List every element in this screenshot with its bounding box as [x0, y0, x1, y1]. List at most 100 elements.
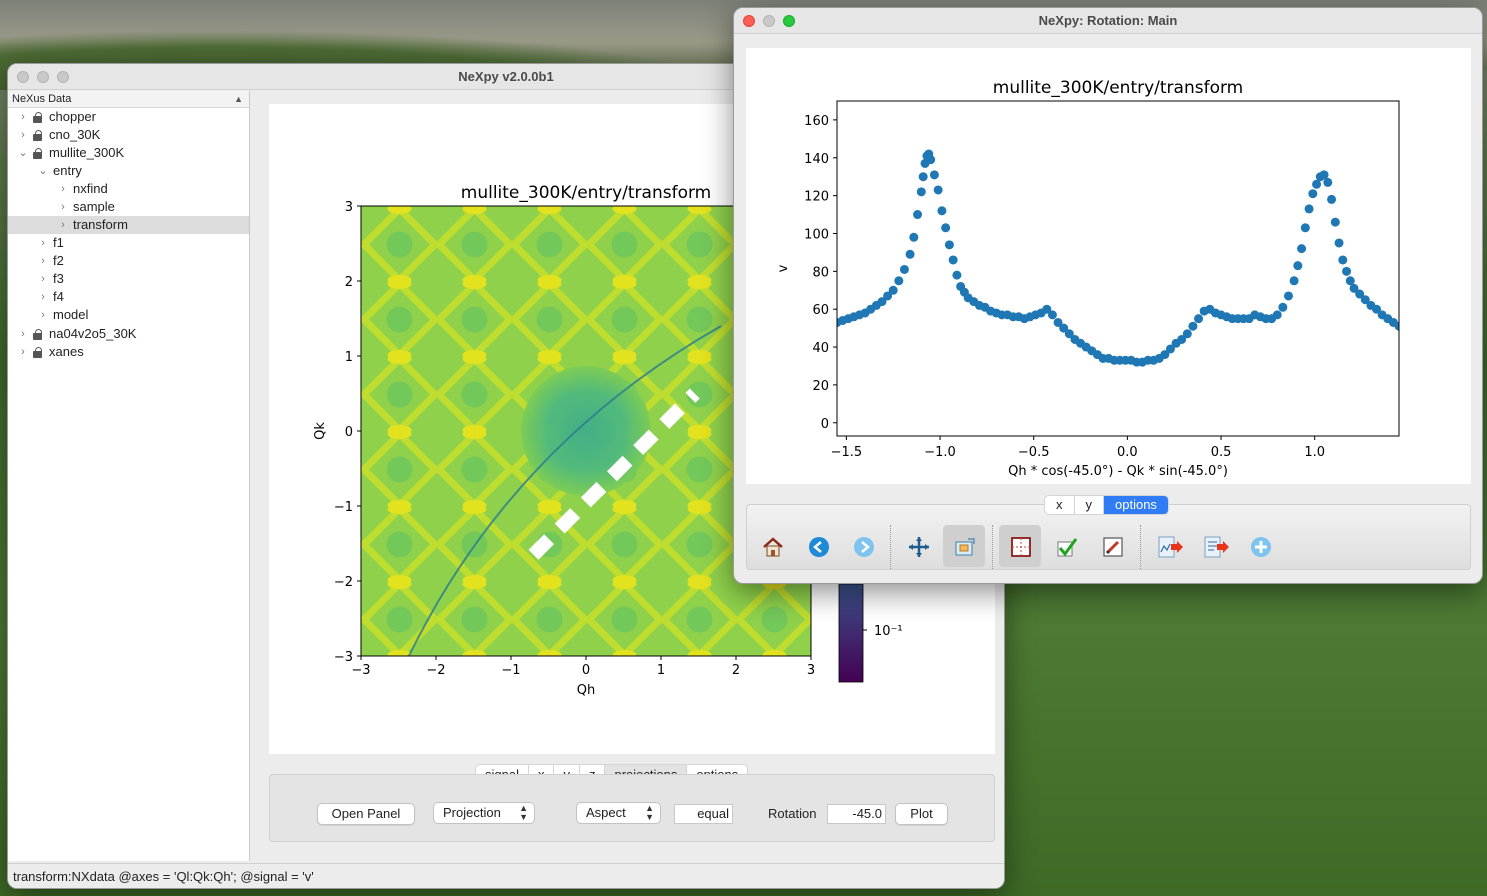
- tab-y[interactable]: y: [1075, 496, 1104, 514]
- tree-item-f3[interactable]: › f3: [8, 270, 249, 288]
- chevron-right-icon[interactable]: ›: [41, 255, 45, 267]
- plot-button[interactable]: Plot: [895, 803, 948, 825]
- chevron-right-icon[interactable]: ›: [41, 291, 45, 303]
- scatter-ylabel: v: [776, 264, 791, 272]
- tree-item-f1[interactable]: › f1: [8, 234, 249, 252]
- scatter-point: [1278, 302, 1288, 312]
- scatter-canvas[interactable]: −1.5 −1.0 −0.5 0.0 0.5 1.0 0 20 40 60 80 100 120 140 1…: [746, 48, 1471, 484]
- minimize-button[interactable]: [763, 15, 775, 27]
- tree-item-chopper[interactable]: › chopper: [8, 108, 249, 126]
- chevron-right-icon[interactable]: ›: [21, 111, 25, 123]
- aspect-value-field[interactable]: equal: [674, 804, 733, 824]
- minimize-button[interactable]: [37, 71, 49, 83]
- chevron-right-icon[interactable]: ›: [21, 129, 25, 141]
- chevron-right-icon[interactable]: ›: [41, 237, 45, 249]
- tree-item-xanes[interactable]: › xanes: [8, 343, 249, 361]
- scatter-point: [1327, 194, 1337, 204]
- check-tool[interactable]: [1045, 525, 1087, 567]
- close-button[interactable]: [743, 15, 755, 27]
- export-tool[interactable]: [1147, 525, 1189, 567]
- window-title: NeXpy v2.0.0b1: [458, 69, 554, 84]
- tab-options[interactable]: options: [1104, 496, 1168, 514]
- back-icon: [809, 537, 829, 557]
- chevron-down-icon[interactable]: ⌄: [38, 165, 48, 177]
- tree-item-label: transform: [73, 217, 128, 232]
- pan-tool[interactable]: [897, 525, 939, 567]
- x-tick-label: 0: [582, 663, 590, 678]
- tree-item-label: model: [53, 307, 89, 322]
- status-bar: transform:NXdata @axes = 'Ql:Qk:Qh'; @si…: [8, 863, 1004, 888]
- x-tick-label: 2: [732, 663, 740, 678]
- x-tick-label: 0.0: [1117, 445, 1138, 460]
- chevron-down-icon[interactable]: ⌄: [18, 147, 28, 159]
- tree-item-label: cno_30K: [49, 127, 101, 142]
- chevron-right-icon[interactable]: ›: [21, 328, 25, 340]
- zoom-tool[interactable]: [943, 525, 985, 567]
- forward-tool[interactable]: [842, 525, 884, 567]
- scatter-point: [1334, 238, 1344, 248]
- rotation-field[interactable]: -45.0: [827, 804, 886, 824]
- y-tick-label: 0: [821, 417, 829, 432]
- tree-item-f2[interactable]: › f2: [8, 252, 249, 270]
- tree-item-f4[interactable]: › f4: [8, 288, 249, 306]
- scatter-point: [926, 155, 936, 165]
- projection-select[interactable]: Projection ▲ ▼: [433, 802, 535, 824]
- save-tool[interactable]: [1193, 525, 1235, 567]
- tree-item-transform[interactable]: › transform: [8, 216, 249, 234]
- open-panel-button[interactable]: Open Panel: [317, 803, 415, 825]
- edit-icon: [1103, 537, 1123, 557]
- y-tick-label: −1: [334, 500, 353, 515]
- add-tool[interactable]: [1239, 525, 1281, 567]
- chevron-right-icon[interactable]: ›: [61, 201, 65, 213]
- tree-item-cno_30K[interactable]: › cno_30K: [8, 126, 249, 144]
- aspect-select[interactable]: Aspect ▲ ▼: [576, 802, 661, 824]
- rotation-line[interactable]: [528, 388, 700, 560]
- chevron-right-icon[interactable]: ›: [61, 183, 65, 195]
- scatter-point: [937, 206, 947, 216]
- scatter-points: [837, 149, 1399, 367]
- chevron-right-icon[interactable]: ›: [41, 273, 45, 285]
- y-tick-label: 160: [804, 114, 829, 129]
- back-tool[interactable]: [797, 525, 839, 567]
- window-title: NeXpy: Rotation: Main: [1038, 13, 1178, 28]
- y-tick-label: 1: [345, 350, 353, 365]
- subplots-tool[interactable]: [999, 525, 1041, 567]
- zoom-button[interactable]: [783, 15, 795, 27]
- rotation-label: Rotation: [768, 806, 817, 821]
- x-tick-label: −1.0: [924, 445, 956, 460]
- tree-item-model[interactable]: › model: [8, 306, 249, 324]
- close-button[interactable]: [17, 71, 29, 83]
- chevron-right-icon[interactable]: ›: [41, 309, 45, 321]
- tree-header[interactable]: NeXus Data ▲: [8, 91, 249, 108]
- tab-x[interactable]: x: [1045, 496, 1075, 514]
- tree-item-na04v2o5_30K[interactable]: › na04v2o5_30K: [8, 325, 249, 343]
- y-tick-label: 2: [345, 275, 353, 290]
- y-tick-label: 40: [812, 341, 829, 356]
- scatter-point: [1360, 295, 1370, 305]
- heatmap-title: mullite_300K/entry/transform: [461, 183, 711, 203]
- edit-tool[interactable]: [1091, 525, 1133, 567]
- tree-item-label: sample: [73, 199, 115, 214]
- chevron-right-icon[interactable]: ›: [21, 346, 25, 358]
- y-tick-label: 140: [804, 152, 829, 167]
- tree-item-entry[interactable]: ⌄ entry: [8, 162, 249, 180]
- scatter-point: [1194, 314, 1204, 324]
- tree-item-mullite_300K[interactable]: ⌄ mullite_300K: [8, 144, 249, 162]
- scatter-point: [1160, 350, 1170, 360]
- scatter-point: [1042, 304, 1052, 314]
- tree-item-label: xanes: [49, 344, 84, 359]
- y-tick-label: 120: [804, 190, 829, 205]
- scatter-plot[interactable]: −1.5 −1.0 −0.5 0.0 0.5 1.0 0 20 40 60 80 100 120 140 1…: [746, 48, 1471, 484]
- lock-icon: [33, 112, 42, 123]
- plot-frame: [836, 100, 1400, 437]
- tree-item-sample[interactable]: › sample: [8, 198, 249, 216]
- scatter-point: [1283, 291, 1293, 301]
- home-tool[interactable]: [751, 525, 793, 567]
- x-tick-label: 1: [657, 663, 665, 678]
- chevron-right-icon[interactable]: ›: [61, 219, 65, 231]
- zoom-button[interactable]: [57, 71, 69, 83]
- subplots-icon: [1011, 537, 1031, 557]
- tree-item-nxfind[interactable]: › nxfind: [8, 180, 249, 198]
- sort-chevron-icon[interactable]: ▲: [234, 94, 243, 104]
- scatter-point: [1182, 329, 1192, 339]
